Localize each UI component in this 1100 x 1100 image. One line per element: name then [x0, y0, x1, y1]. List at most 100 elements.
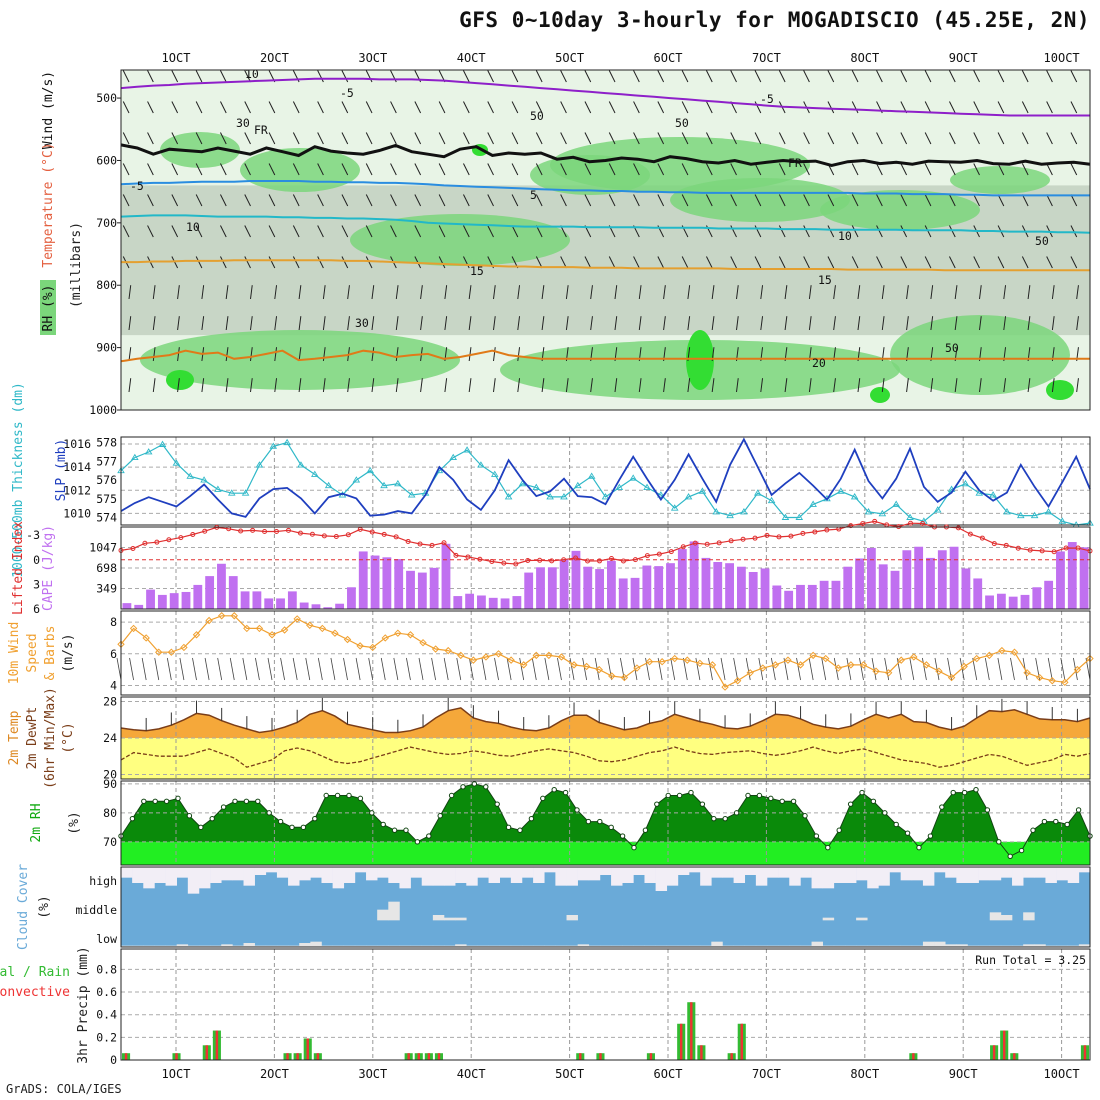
wind-barb: [147, 132, 154, 145]
cloud-gap-bar: [388, 901, 400, 921]
cloud-gap-bar: [432, 945, 445, 947]
wind-barb: [846, 657, 852, 681]
cloud-clear-bar: [599, 867, 612, 875]
wind10-point: [683, 656, 692, 664]
cloud-clear-bar: [744, 867, 757, 875]
cape-bar: [228, 576, 238, 609]
wind-barb: [754, 101, 762, 114]
lifted-point: [668, 549, 674, 555]
contour-label: -5: [130, 179, 144, 193]
wind-barb: [365, 70, 373, 83]
wind-barb: [906, 316, 909, 331]
cloud-gap-bar: [377, 909, 389, 921]
wind10-point: [784, 656, 792, 664]
wind-barb: [876, 163, 883, 176]
thickness-point: [311, 470, 319, 477]
wind-barb: [778, 194, 786, 207]
wind-barb: [393, 657, 399, 681]
wind-barb: [1021, 132, 1029, 145]
wind-barb: [730, 225, 737, 238]
rh2m-point: [722, 815, 728, 822]
wind-barb: [582, 657, 588, 681]
rh2m-point: [1053, 818, 1059, 825]
wind-barb: [1047, 657, 1053, 681]
lifted-point: [262, 528, 268, 534]
cloud-clear-bar: [967, 867, 979, 883]
wind10-point: [545, 651, 553, 660]
cloud-clear-bar: [655, 867, 668, 891]
wind-barb: [565, 378, 569, 393]
cloud-gap-bar: [310, 941, 322, 947]
rh2m-point: [859, 789, 865, 796]
wind-barb: [881, 378, 885, 393]
cloud-gap-bar: [132, 945, 144, 947]
wind10-point: [255, 624, 264, 633]
wind10-point: [620, 673, 629, 682]
cloud-clear-bar: [633, 867, 645, 875]
rh2m-point: [1018, 847, 1025, 854]
thickness-point: [532, 483, 541, 491]
wind-barb: [851, 132, 859, 145]
contour-label: -5: [760, 92, 774, 106]
cape-bar: [394, 559, 404, 609]
wind-barb: [122, 101, 130, 114]
cape-bar: [524, 572, 534, 609]
rh2m-point: [597, 818, 603, 825]
wind-barb: [347, 285, 350, 300]
cloud-clear-bar: [1056, 867, 1069, 881]
wind10-point: [973, 654, 981, 663]
wind-barb: [1003, 378, 1007, 393]
cloud-clear-bar: [388, 867, 400, 883]
wind10-point: [696, 659, 704, 668]
rh2m-point: [665, 792, 671, 799]
wind-barb: [1035, 657, 1041, 681]
date-label-bottom: 6OCT: [654, 1067, 683, 1081]
wind-barb: [217, 657, 223, 681]
lifted-point: [333, 534, 339, 540]
wind-barb: [177, 378, 180, 393]
wind-barb: [930, 316, 934, 331]
wind-barb: [122, 163, 130, 176]
wind-barb: [317, 194, 324, 207]
wind-barb: [371, 316, 375, 331]
contour-label: 10: [186, 220, 200, 234]
rh2m-point: [813, 833, 820, 839]
contour-label: -5: [340, 86, 354, 100]
wind-barb: [268, 194, 276, 207]
rh2m-point: [882, 810, 888, 816]
thickness-point: [712, 508, 721, 515]
cloud-clear-bar: [243, 867, 255, 886]
cloud-gap-bar: [833, 945, 846, 947]
wind-barb: [128, 285, 132, 300]
wind-barb: [730, 163, 737, 176]
wind-barb: [443, 657, 449, 681]
wind10-line: [120, 615, 1091, 688]
thickness-point: [131, 453, 139, 461]
wind-barb: [584, 194, 592, 207]
wind-barb: [444, 316, 448, 331]
wind-barb: [511, 101, 519, 114]
thickness-point: [615, 483, 624, 491]
cloud-gap-bar: [466, 945, 478, 947]
y-tick-label: 6: [110, 647, 117, 661]
contour-label: 50: [1035, 234, 1049, 248]
cape-bar: [370, 555, 380, 609]
wind-barb: [608, 163, 616, 176]
wind-barb: [560, 70, 567, 83]
wind10-point: [532, 651, 540, 660]
axis-label: (%): [67, 811, 82, 834]
wind-barb: [438, 101, 446, 114]
wind-barb: [954, 378, 958, 393]
cloud-gap-bar: [911, 945, 924, 947]
wind-barb: [280, 657, 285, 681]
lifted-point: [872, 518, 878, 524]
lifted-point: [1039, 548, 1045, 554]
wind-barb: [395, 285, 399, 300]
wind-barb: [681, 132, 689, 145]
contour-label: FR: [254, 123, 268, 137]
cloud-clear-bar: [1034, 867, 1046, 878]
wind-barb: [871, 657, 877, 681]
precip-conv-bar: [306, 1038, 309, 1060]
cloud-clear-bar: [689, 867, 701, 873]
wind-barb: [857, 378, 861, 393]
